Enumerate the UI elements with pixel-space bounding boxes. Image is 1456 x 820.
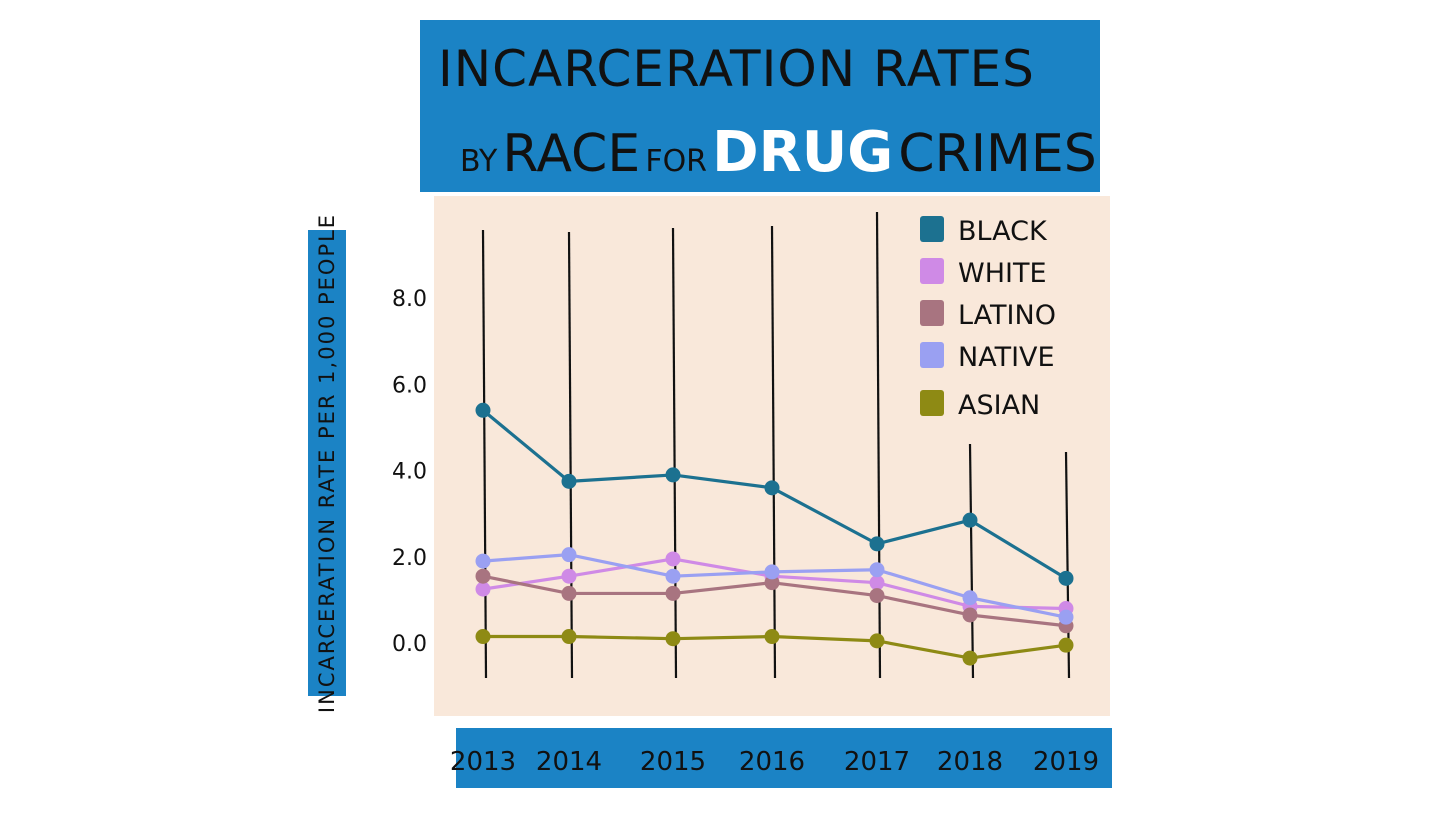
x-tick-layer: 2013 2014 2015 2016 2017 2018 2019 (450, 747, 1099, 777)
x-tick-label: 2019 (1033, 747, 1099, 777)
data-point-asian (665, 631, 681, 647)
grid-line-2018 (968, 443, 975, 679)
y-tick-label: 2.0 (392, 546, 427, 571)
data-point-native (475, 553, 491, 569)
y-tick-layer: 0.0 2.0 4.0 6.0 8.0 (392, 287, 427, 657)
grid-line-2014 (567, 231, 574, 679)
legend-label-native: NATIVE (958, 342, 1055, 373)
title-word-race: RACE (502, 124, 641, 184)
legend-swatch-black (920, 216, 944, 242)
series-native (475, 547, 1074, 625)
data-point-latino (764, 575, 780, 591)
x-tick-label: 2017 (844, 747, 910, 777)
data-point-black (561, 473, 577, 489)
chart-title-line-1: INCARCERATION RATES (438, 40, 1035, 98)
series-latino (475, 568, 1074, 634)
data-point-white (869, 575, 885, 591)
data-point-black (475, 402, 491, 418)
data-point-black (665, 467, 681, 483)
legend-swatch-asian (920, 390, 944, 416)
data-point-asian (475, 629, 491, 645)
title-word-crimes: CRIMES (898, 124, 1097, 184)
data-point-native (764, 564, 780, 580)
series-asian (475, 629, 1074, 666)
series-black (475, 402, 1074, 586)
data-point-black (962, 512, 978, 528)
grid-line-2016 (770, 225, 777, 679)
grid-line-2015 (671, 227, 678, 679)
title-banner: INCARCERATION RATES BY RACE FOR DRUG CRI… (420, 20, 1100, 192)
data-point-white (665, 551, 681, 567)
y-tick-label: 6.0 (392, 373, 427, 398)
title-word-for: FOR (645, 144, 708, 179)
y-tick-label: 8.0 (392, 287, 427, 312)
y-axis-label-banner: INCARCERATION RATE PER 1,000 PEOPLE (308, 213, 346, 713)
legend-label-asian: ASIAN (958, 390, 1040, 421)
legend-label-latino: LATINO (958, 300, 1056, 331)
grid-line-2013 (481, 229, 488, 679)
title-word-drug: DRUG (712, 120, 894, 185)
data-point-native (869, 562, 885, 578)
data-point-asian (1058, 637, 1074, 653)
x-tick-label: 2014 (536, 747, 602, 777)
y-tick-label: 4.0 (392, 460, 427, 485)
data-point-white (561, 568, 577, 584)
data-point-latino (869, 588, 885, 604)
data-point-asian (962, 650, 978, 666)
data-point-native (962, 590, 978, 606)
legend: BLACK WHITE LATINO NATIVE ASIAN (920, 216, 1056, 421)
legend-swatch-native (920, 342, 944, 368)
data-point-asian (764, 629, 780, 645)
x-tick-label: 2018 (937, 747, 1003, 777)
data-point-latino (561, 585, 577, 601)
data-point-asian (561, 629, 577, 645)
data-point-latino (665, 585, 681, 601)
data-point-native (1058, 609, 1074, 625)
title-word-by: BY (460, 144, 498, 179)
x-tick-label: 2016 (739, 747, 805, 777)
data-point-latino (475, 568, 491, 584)
legend-swatch-white (920, 258, 944, 284)
x-tick-label: 2013 (450, 747, 516, 777)
chart-title-line-2: BY RACE FOR DRUG CRIMES (460, 120, 1097, 185)
data-point-black (869, 536, 885, 552)
data-point-native (561, 547, 577, 563)
series-layer (475, 402, 1074, 666)
legend-label-white: WHITE (958, 258, 1047, 289)
x-axis-banner (456, 728, 1112, 788)
data-point-white (475, 581, 491, 597)
data-point-native (665, 568, 681, 584)
data-point-black (764, 480, 780, 496)
legend-swatch-latino (920, 300, 944, 326)
data-point-latino (962, 607, 978, 623)
data-point-asian (869, 633, 885, 649)
x-tick-label: 2015 (640, 747, 706, 777)
legend-label-black: BLACK (958, 216, 1048, 247)
data-point-black (1058, 570, 1074, 586)
y-tick-label: 0.0 (392, 632, 427, 657)
